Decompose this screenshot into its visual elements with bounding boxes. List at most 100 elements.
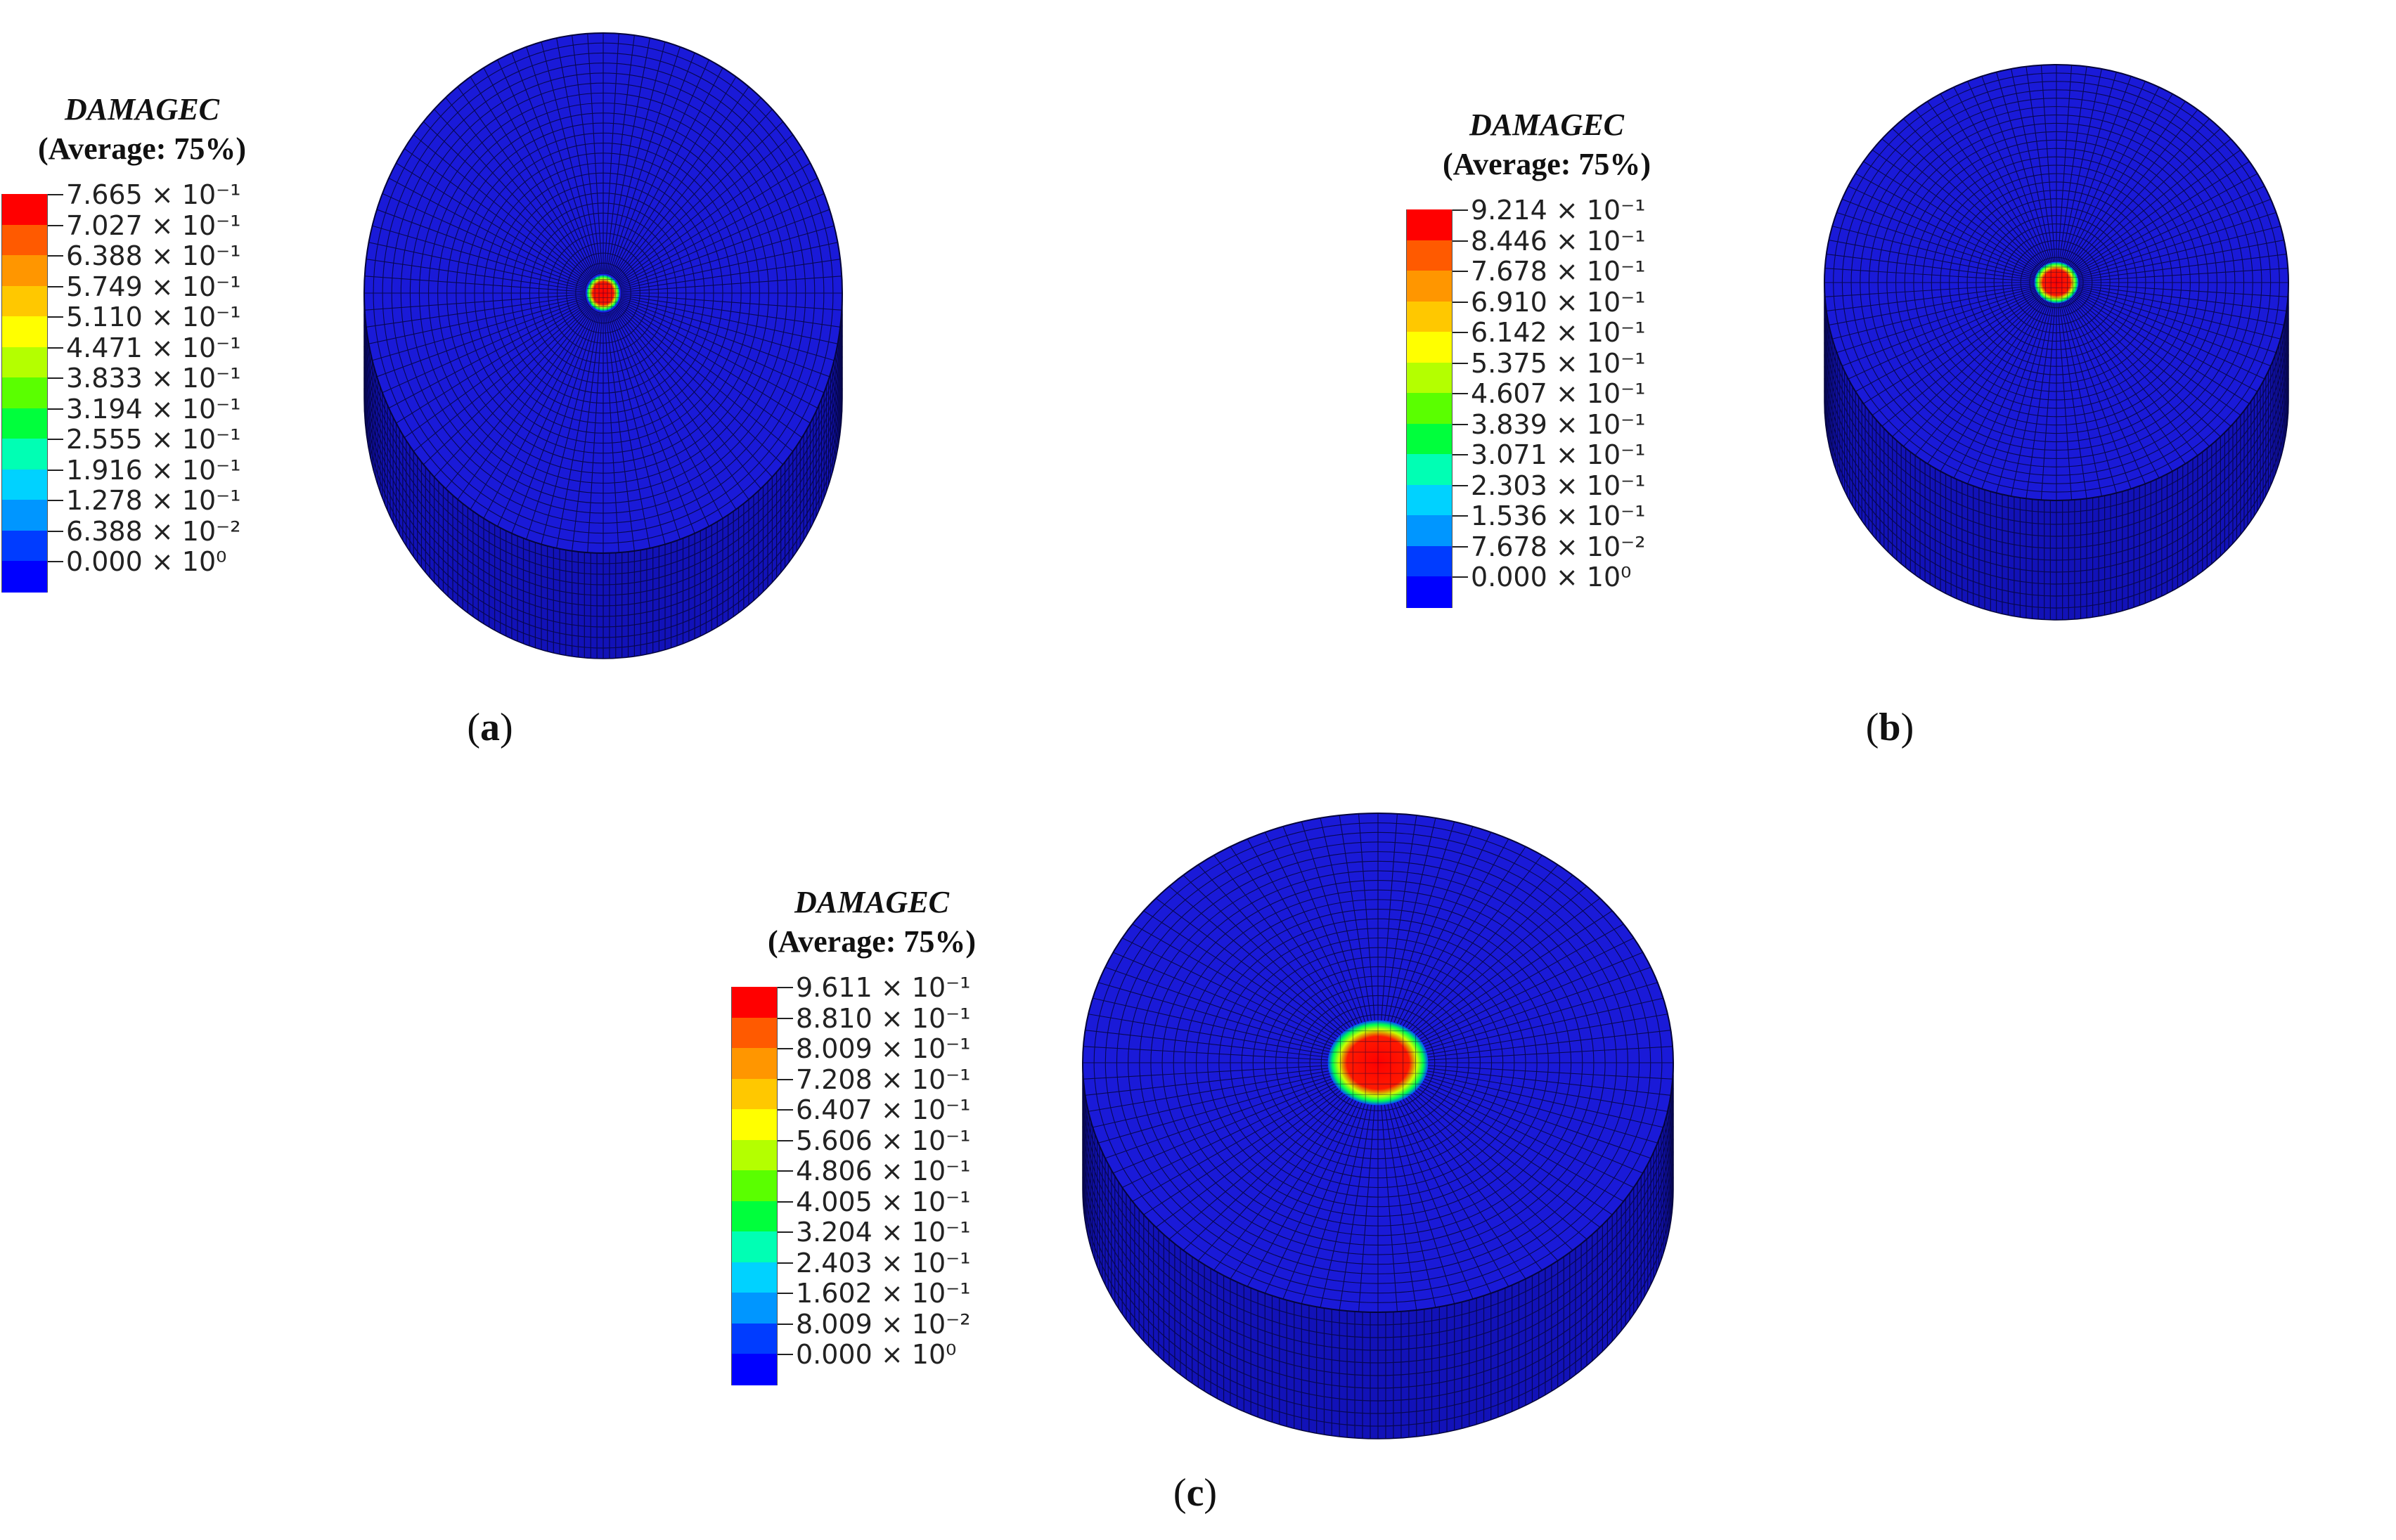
legend-tick-label: 7.678 × 10⁻² [1471, 531, 1646, 562]
legend-swatch [1, 439, 48, 470]
legend-swatch [1406, 301, 1453, 332]
legend-tick-label: 0.000 × 10⁰ [796, 1339, 957, 1370]
legend-tick [778, 1139, 793, 1141]
legend-swatch [731, 987, 778, 1018]
legend-tick-label: 3.194 × 10⁻¹ [66, 393, 241, 425]
legend-swatch [731, 1048, 778, 1080]
legend-tick [1453, 576, 1468, 578]
legend-swatch [1, 469, 48, 500]
legend-tick-label: 7.678 × 10⁻¹ [1471, 256, 1646, 287]
legend-tick-label: 4.005 × 10⁻¹ [796, 1186, 971, 1217]
legend-swatch [731, 1017, 778, 1049]
legend-tick [1453, 332, 1468, 333]
legend-tick [48, 500, 63, 501]
legend-tick [778, 1078, 793, 1080]
legend-tick [48, 255, 63, 257]
legend-tick [48, 561, 63, 562]
legend-swatch [731, 1139, 778, 1171]
legend-swatch [1, 194, 48, 226]
legend-swatch [1406, 209, 1453, 241]
legend-tick-label: 7.027 × 10⁻¹ [66, 209, 241, 241]
legend-tick-label: 6.388 × 10⁻¹ [66, 240, 241, 271]
legend-tick-label: 3.833 × 10⁻¹ [66, 363, 241, 394]
legend-subtitle: (Average: 75%) [37, 131, 247, 166]
legend-tick [1453, 240, 1468, 242]
legend-tick-label: 1.602 × 10⁻¹ [796, 1278, 971, 1309]
legend-swatch [731, 1078, 778, 1110]
legend-swatch [1, 224, 48, 256]
legend-tick-label: 9.214 × 10⁻¹ [1471, 195, 1646, 226]
legend-title: DAMAGEC [794, 885, 950, 919]
legend-swatch [1, 347, 48, 378]
legend-tick-label: 1.278 × 10⁻¹ [66, 485, 241, 516]
cylinder-model-a [363, 32, 843, 659]
legend-tick [1453, 545, 1468, 548]
legend-tick [778, 987, 793, 988]
legend-tick [1453, 515, 1468, 517]
legend-tick-label: 8.009 × 10⁻² [796, 1308, 971, 1340]
legend-tick-label: 6.407 × 10⁻¹ [796, 1094, 971, 1125]
legend-swatch [1, 316, 48, 348]
legend-swatch [1, 561, 48, 593]
legend-tick-label: 8.446 × 10⁻¹ [1471, 225, 1646, 257]
legend-swatch [1, 408, 48, 439]
cylinder-model-c [1082, 813, 1674, 1439]
legend-tick-label: 3.071 × 10⁻¹ [1471, 439, 1646, 470]
legend-swatch [1, 530, 48, 562]
legend-tick [48, 439, 63, 440]
legend-tick [778, 1048, 793, 1049]
side-mesh [1082, 1069, 1674, 1439]
top-mesh [364, 33, 842, 553]
legend-swatch [731, 1262, 778, 1293]
legend-tick-label: 0.000 × 10⁰ [66, 546, 227, 577]
legend-title: DAMAGEC [1469, 108, 1625, 142]
legend-tick-label: 7.208 × 10⁻¹ [796, 1063, 971, 1095]
panel-label-b: (b) [1865, 706, 1914, 749]
legend-tick [778, 1293, 793, 1294]
legend-swatch [1406, 545, 1453, 577]
legend-tick-label: 2.555 × 10⁻¹ [66, 424, 241, 455]
legend-tick-label: 6.388 × 10⁻² [66, 515, 241, 547]
legend-tick [1453, 423, 1468, 425]
legend-tick-label: 3.204 × 10⁻¹ [796, 1217, 971, 1248]
legend-swatch [731, 1109, 778, 1141]
legend-swatch [1406, 332, 1453, 363]
legend-tick-label: 2.303 × 10⁻¹ [1471, 470, 1646, 501]
legend-tick [1453, 271, 1468, 272]
legend-swatch [1, 500, 48, 531]
legend-tick-label: 6.910 × 10⁻¹ [1471, 286, 1646, 318]
legend-tick [778, 1017, 793, 1019]
legend-swatch [1, 255, 48, 287]
legend-tick-label: 8.810 × 10⁻¹ [796, 1002, 971, 1034]
legend-tick [778, 1323, 793, 1325]
panel-label-c: (c) [1173, 1471, 1218, 1515]
legend-tick-label: 4.607 × 10⁻¹ [1471, 378, 1646, 409]
legend-tick [48, 530, 63, 532]
legend-swatch [731, 1231, 778, 1263]
legend-tick-label: 5.375 × 10⁻¹ [1471, 347, 1646, 379]
legend-tick-label: 3.839 × 10⁻¹ [1471, 408, 1646, 440]
legend-tick [778, 1231, 793, 1233]
legend-tick [1453, 362, 1468, 364]
legend-tick-label: 4.471 × 10⁻¹ [66, 332, 241, 363]
legend-tick [48, 377, 63, 379]
legend-tick [778, 1109, 793, 1111]
legend-subtitle: (Average: 75%) [767, 924, 977, 959]
legend-tick [1453, 393, 1468, 394]
top-mesh [1824, 65, 2288, 500]
legend-swatch [731, 1354, 778, 1385]
legend-tick [48, 469, 63, 471]
side-mesh [363, 299, 843, 659]
legend-swatch [1406, 362, 1453, 394]
legend-tick [48, 224, 63, 226]
legend-tick-label: 8.009 × 10⁻¹ [796, 1033, 971, 1064]
legend-swatch [1, 377, 48, 409]
legend-swatch [731, 1293, 778, 1324]
panel-label-a: (a) [467, 706, 513, 749]
legend-swatch [1406, 515, 1453, 547]
legend-tick-label: 2.403 × 10⁻¹ [796, 1247, 971, 1279]
legend-tick [48, 316, 63, 318]
legend-tick [1453, 209, 1468, 211]
legend-tick [1453, 301, 1468, 303]
legend-swatch [731, 1170, 778, 1202]
